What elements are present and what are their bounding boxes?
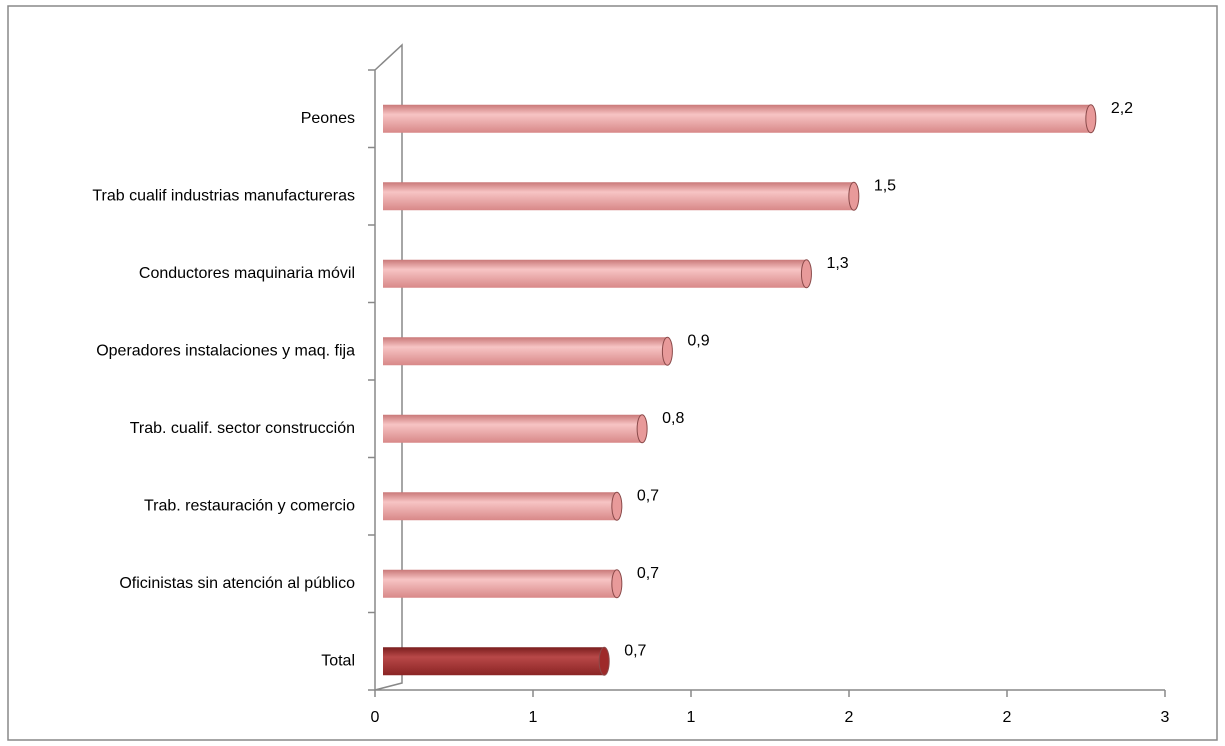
y-tick-label: Peones (301, 110, 355, 127)
x-tick-label: 2 (1003, 709, 1012, 726)
bar-cap (611, 491, 623, 521)
x-tick-label: 0 (371, 709, 380, 726)
bar (383, 414, 643, 443)
value-label: 2,2 (1111, 100, 1133, 117)
bar (383, 182, 854, 211)
bar-cap (636, 414, 648, 444)
y-tick-label: Oficinistas sin atención al público (119, 575, 355, 592)
bar-cap (661, 336, 673, 366)
x-tick-label: 3 (1161, 709, 1170, 726)
bar-cap (611, 569, 623, 599)
value-label: 0,9 (687, 332, 709, 349)
axis-frame (374, 43, 1165, 691)
y-tick-label: Trab. restauración y comercio (144, 497, 355, 514)
bar (383, 104, 1091, 133)
value-label: 1,5 (874, 177, 896, 194)
bar-cap (598, 646, 610, 676)
value-label: 1,3 (826, 255, 848, 272)
bar-cap (1085, 104, 1097, 134)
y-tick-label: Trab cualif industrias manufactureras (92, 187, 355, 204)
bar-cap (848, 181, 860, 211)
bar (383, 647, 605, 676)
y-tick-label: Operadores instalaciones y maq. fija (96, 342, 355, 359)
bar (383, 569, 617, 598)
bar-cap (800, 259, 812, 289)
x-tick-label: 2 (845, 709, 854, 726)
value-label: 0,7 (637, 487, 659, 504)
y-tick-label: Trab. cualif. sector construcción (130, 420, 355, 437)
bar (383, 492, 617, 521)
bar (383, 259, 807, 288)
value-label: 0,7 (637, 565, 659, 582)
value-label: 0,7 (624, 642, 646, 659)
y-tick-label: Total (321, 652, 355, 669)
y-tick-label: Conductores maquinaria móvil (139, 265, 355, 282)
x-tick-label: 1 (687, 709, 696, 726)
x-tick-label: 1 (529, 709, 538, 726)
value-label: 0,8 (662, 410, 684, 427)
bar (383, 337, 668, 366)
